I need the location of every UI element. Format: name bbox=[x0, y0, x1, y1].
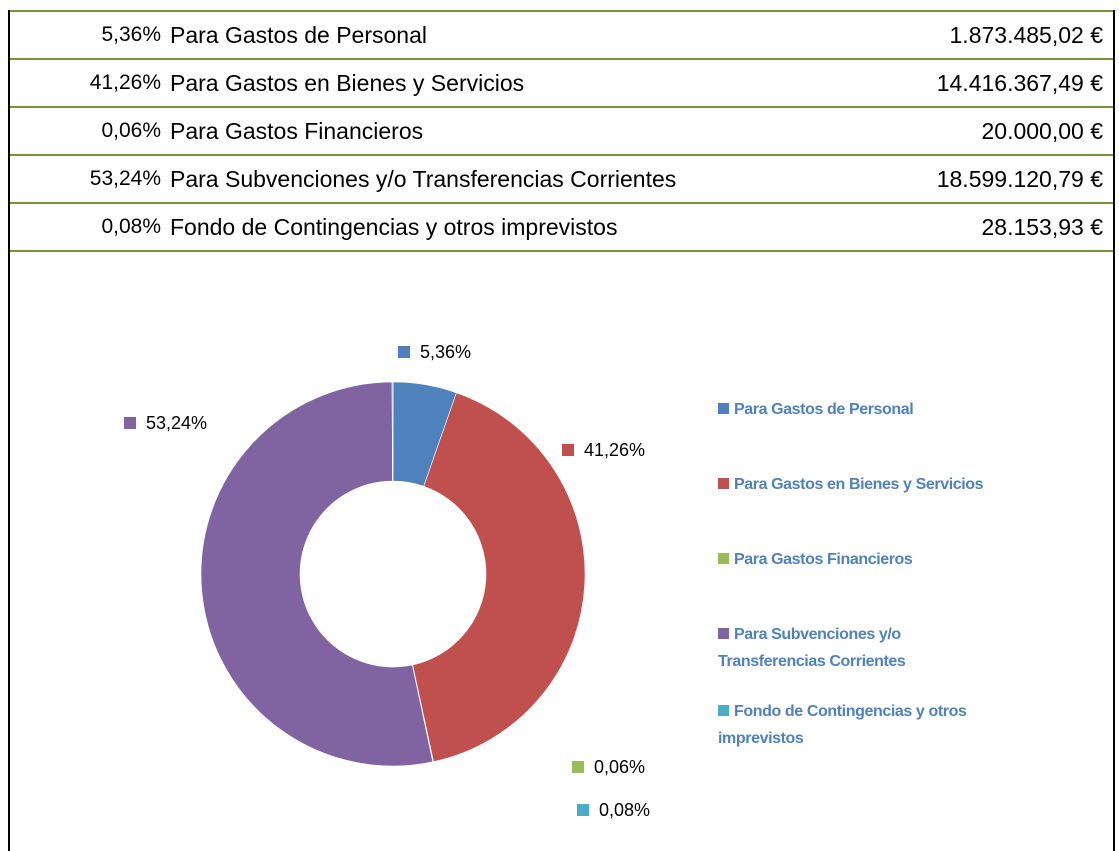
legend-swatch bbox=[718, 478, 729, 489]
legend-swatch bbox=[718, 628, 729, 639]
legend-item: Para Subvenciones y/o Transferencias Cor… bbox=[718, 621, 1008, 675]
legend-item: Para Gastos de Personal bbox=[718, 396, 1008, 423]
data-label: 0,06% bbox=[594, 757, 645, 777]
table-cell: 28.153,93 € bbox=[981, 214, 1103, 240]
table-cell: Para Gastos de Personal bbox=[170, 22, 427, 48]
legend-item: Para Gastos Financieros bbox=[718, 546, 1008, 573]
table-cell: 0,08% bbox=[101, 215, 161, 238]
data-label: 53,24% bbox=[146, 413, 207, 433]
data-label: 0,08% bbox=[599, 800, 650, 820]
table-cell: 18.599.120,79 € bbox=[936, 166, 1103, 192]
table-cell: Fondo de Contingencias y otros imprevist… bbox=[170, 214, 618, 240]
legend-label: Para Gastos de Personal bbox=[734, 401, 914, 418]
table-cell: 53,24% bbox=[89, 167, 161, 190]
legend-swatch bbox=[718, 403, 729, 414]
legend-swatch bbox=[718, 705, 729, 716]
table-cell: 20.000,00 € bbox=[981, 118, 1103, 144]
legend-label: Para Gastos en Bienes y Servicios bbox=[734, 476, 984, 493]
table-frame: 5,36% Para Gastos de Personal 1.873.485,02… bbox=[8, 10, 1115, 851]
legend-label: Para Gastos Financieros bbox=[734, 551, 913, 568]
table-row: 53,24% Para Subvenciones y/o Transferenci… bbox=[10, 154, 1113, 202]
donut-slice bbox=[200, 381, 434, 767]
legend-label: Para Subvenciones y/o Transferencias Cor… bbox=[718, 626, 906, 670]
donut-slice bbox=[391, 381, 394, 482]
table-cell: 0,06% bbox=[101, 119, 161, 142]
data-label: 5,36% bbox=[420, 342, 471, 362]
table-cell: Para Gastos en Bienes y Servicios bbox=[170, 70, 525, 96]
table-row: 5,36% Para Gastos de Personal 1.873.485,02… bbox=[10, 10, 1113, 58]
table-row: 0,06% Para Gastos Financieros 20.000,00 € bbox=[10, 106, 1113, 154]
legend-label: Fondo de Contingencias y otros imprevist… bbox=[718, 703, 967, 747]
label-swatch bbox=[577, 804, 589, 816]
legend-item: Fondo de Contingencias y otros imprevist… bbox=[718, 698, 1008, 752]
label-swatch bbox=[124, 417, 136, 429]
table-cell: 14.416.367,49 € bbox=[936, 70, 1103, 96]
label-swatch bbox=[572, 761, 584, 773]
table-cell: 5,36% bbox=[101, 23, 161, 46]
table-cell: Para Subvenciones y/o Transferencias Cor… bbox=[170, 166, 677, 192]
legend-item: Para Gastos en Bienes y Servicios bbox=[718, 471, 1008, 498]
table-cell: 1.873.485,02 € bbox=[949, 22, 1103, 48]
table-row: 41,26% Para Gastos en Bienes y Servicios 1… bbox=[10, 58, 1113, 106]
label-swatch bbox=[398, 346, 410, 358]
donut-slice bbox=[412, 392, 586, 763]
data-label: 41,26% bbox=[584, 440, 645, 460]
table-cell: 41,26% bbox=[89, 71, 161, 94]
label-swatch bbox=[562, 444, 574, 456]
table-cell: Para Gastos Financieros bbox=[170, 118, 424, 144]
legend-swatch bbox=[718, 553, 729, 564]
table-row: 0,08% Fondo de Contingencias y otros impr… bbox=[10, 202, 1113, 252]
